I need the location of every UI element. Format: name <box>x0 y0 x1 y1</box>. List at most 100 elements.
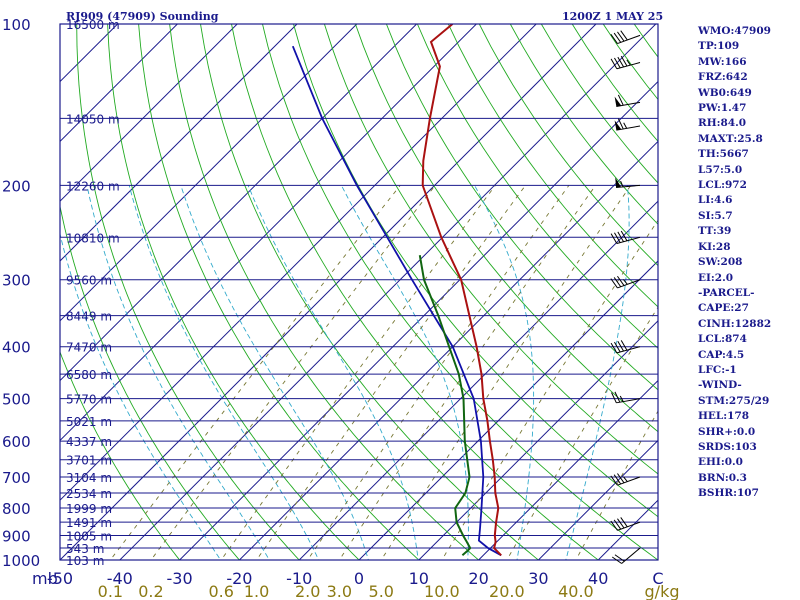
isotherm <box>298 200 658 560</box>
temperature-tick-label: 20 <box>468 569 488 588</box>
wind-barb-feather <box>617 518 625 529</box>
index-item: EHI:0.0 <box>698 456 743 469</box>
mixing-ratio-line <box>109 185 401 560</box>
pressure-tick-label: 800 <box>2 500 31 518</box>
temperature-tick-label: -10 <box>286 569 312 588</box>
pressure-tick-label: 100 <box>2 16 31 34</box>
isotherm <box>60 24 298 262</box>
index-item: CINH:12882 <box>698 317 772 330</box>
wind-barb-feather <box>614 232 621 243</box>
wind-barb <box>610 340 641 354</box>
dewpoint-trace <box>418 255 472 557</box>
wind-barb-feather <box>614 391 621 403</box>
dry-adiabat <box>169 24 480 560</box>
wind-barb-half-feather <box>623 122 628 129</box>
isotherm <box>60 24 418 382</box>
isotherm <box>119 24 657 560</box>
mixing-ratio-line <box>338 185 596 560</box>
isotherm <box>60 24 238 202</box>
wind-barb-half-feather <box>622 279 628 285</box>
wind-barb <box>610 230 641 244</box>
wind-barb-feather <box>617 94 624 106</box>
index-item: TP:109 <box>698 40 740 53</box>
wind-barb-feather <box>620 55 628 67</box>
index-item: SI:5.7 <box>698 209 733 222</box>
pressure-tick-label: 300 <box>2 272 31 290</box>
height-label: 5770 m <box>66 393 112 407</box>
wind-barb-pennant <box>614 96 622 107</box>
temperature-tick-label: 10 <box>409 569 429 588</box>
wind-barb-pennant <box>615 177 622 188</box>
moist-adiabat <box>128 185 320 560</box>
isotherm <box>477 379 658 560</box>
height-label: 103 m <box>66 554 104 568</box>
index-item: FRZ:642 <box>698 71 748 84</box>
wind-barb-feather <box>613 519 622 530</box>
isotherm <box>178 80 658 560</box>
isotherm <box>238 140 658 560</box>
profiles <box>291 24 502 557</box>
index-item: KI:28 <box>698 240 731 253</box>
height-label: 1005 m <box>66 529 112 543</box>
wind-barb-staff <box>617 476 641 486</box>
wind-barb-feather <box>611 392 617 404</box>
index-item: TH:5667 <box>698 148 749 161</box>
index-item: L57:5.0 <box>698 163 743 176</box>
moist-adiabat <box>341 185 469 560</box>
mixing-ratio-tick-label: 10.0 <box>424 582 460 600</box>
wind-barb-feather <box>620 517 628 528</box>
height-label: 5021 m <box>66 415 112 429</box>
index-item: TT:39 <box>698 225 732 238</box>
mixing-ratio-tick-label: 2.0 <box>295 582 320 600</box>
wind-barb-feather <box>613 277 622 288</box>
height-label: 1999 m <box>66 502 112 516</box>
mixing-ratio-line <box>506 306 658 560</box>
wind-barb <box>610 275 641 289</box>
height-label: 12260 m <box>66 179 120 193</box>
height-label: 1491 m <box>66 516 112 530</box>
index-item: -PARCEL- <box>698 286 755 299</box>
index-item: WMO:47909 <box>698 25 771 37</box>
dry-adiabat <box>107 24 360 560</box>
wind-barb-feather <box>610 58 618 69</box>
wind-barb-feather <box>614 341 621 353</box>
moist-adiabat <box>180 185 369 560</box>
pressure-tick-label: 900 <box>2 527 31 545</box>
wind-barb-feather <box>610 520 618 531</box>
wind-barb-feather <box>614 57 621 69</box>
mixing-ratio-tick-label: 20.0 <box>489 582 525 600</box>
isotherm <box>60 24 179 143</box>
wind-barb <box>611 391 641 404</box>
moist-adiabat <box>474 185 535 560</box>
plot-frame <box>59 23 659 561</box>
wind-barb <box>610 55 641 70</box>
isotherm <box>60 24 478 442</box>
wind-barb <box>615 177 641 188</box>
moist-adiabat <box>60 231 222 560</box>
sounding-indices-list: WMO:47909 TP:109 MW:166 FRZ:642 WB0:649 PW:1.… <box>698 24 771 502</box>
moist-adiabat <box>247 185 419 560</box>
wind-barb-pennant <box>614 120 622 131</box>
pressure-tick-label: 200 <box>2 177 31 195</box>
wind-barb-feather <box>613 32 622 43</box>
mixing-ratio-line <box>441 219 658 560</box>
index-item: HEL:178 <box>698 410 750 423</box>
wind-barbs <box>610 30 641 564</box>
parcel-trace <box>291 45 502 557</box>
temperature-trace <box>421 24 502 557</box>
wind-barb <box>610 473 641 486</box>
background-grid <box>60 24 658 560</box>
height-label: 9560 m <box>66 274 112 288</box>
wind-barb-feather <box>617 118 624 130</box>
temperature-unit-label: C <box>652 569 663 588</box>
wind-barb-feather <box>620 30 628 41</box>
temperature-tick-label: 0 <box>354 569 364 588</box>
pressure-tick-label: 500 <box>2 391 31 409</box>
wind-barb-feather <box>610 33 618 44</box>
index-item: MAXT:25.8 <box>698 132 763 145</box>
isotherm <box>537 439 658 560</box>
temperature-tick-label: -30 <box>167 569 193 588</box>
pressure-tick-label: 1000 <box>2 552 40 570</box>
wind-barb-feather <box>614 554 625 562</box>
mixing-ratio-line <box>150 185 436 560</box>
